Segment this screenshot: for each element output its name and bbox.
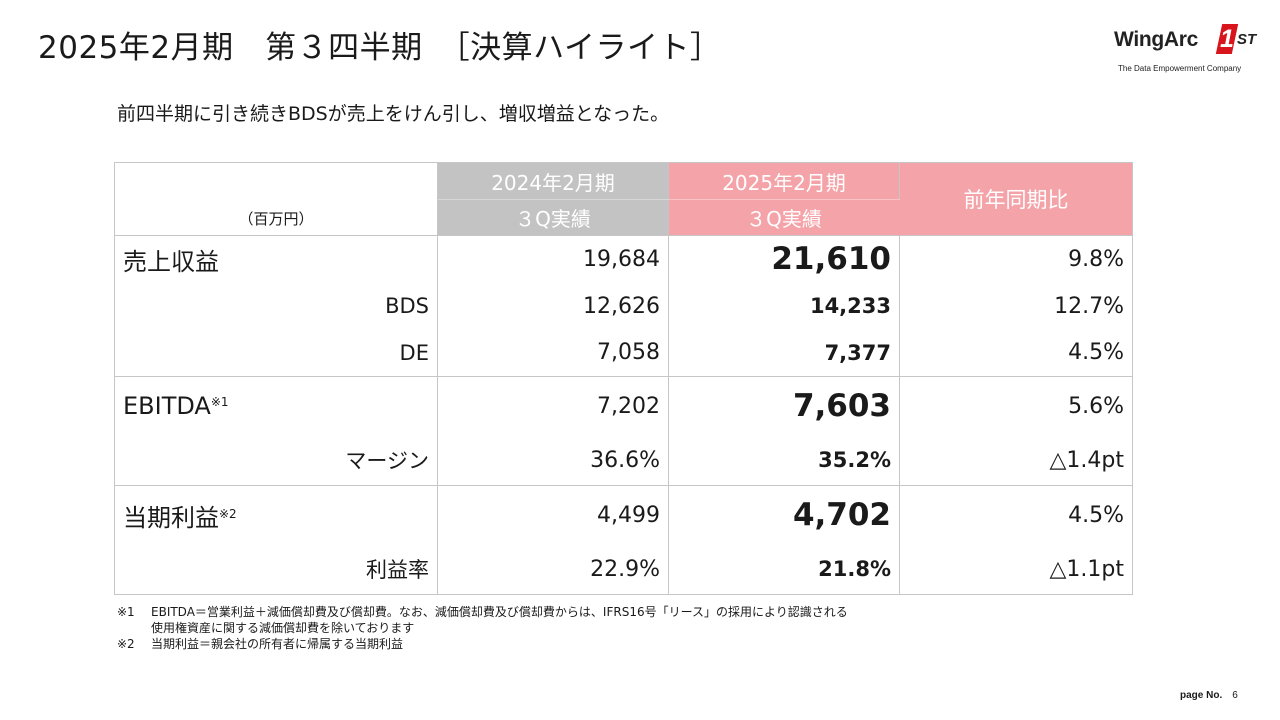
table-row: マージン 36.6% 35.2% △1.4pt	[114, 435, 1133, 486]
footnote-1-mark: ※1	[117, 605, 135, 619]
row-label-de: DE	[114, 329, 438, 377]
note-ref-2: ※2	[219, 506, 237, 521]
header-prev-period: 2024年2月期	[437, 162, 669, 200]
row-label-revenue: 売上収益	[114, 235, 438, 283]
footnote-1: ※1 EBITDA＝営業利益＋減価償却費及び償却費。なお、減価償却費及び償却費から…	[117, 604, 848, 620]
header-yoy: 前年同期比	[899, 162, 1133, 236]
table-row: 利益率 22.9% 21.8% △1.1pt	[114, 544, 1133, 595]
table-row: BDS 12,626 14,233 12.7%	[114, 282, 1133, 330]
logo-tagline: The Data Empowerment Company	[1118, 64, 1242, 73]
cell-prev: 7,202	[437, 376, 669, 436]
page-number-label: page No.	[1180, 690, 1223, 701]
net-income-label-text: 当期利益	[123, 503, 219, 532]
cell-prev: 12,626	[437, 282, 669, 330]
cell-prev: 4,499	[437, 485, 669, 545]
row-label-bds: BDS	[114, 282, 438, 330]
logo-wordmark: WingArc	[1114, 28, 1199, 51]
cell-curr: 35.2%	[668, 435, 900, 486]
header-prev-results: ３Q実績	[437, 199, 669, 236]
note-ref-1: ※1	[210, 395, 229, 410]
unit-label: （百万円）	[114, 162, 438, 236]
table-row: DE 7,058 7,377 4.5%	[114, 329, 1133, 377]
ebitda-label-text: EBITDA	[123, 392, 211, 421]
table-row: 当期利益※2 4,499 4,702 4.5%	[114, 485, 1133, 545]
cell-curr: 4,702	[668, 485, 900, 545]
footnote-2-text: 当期利益＝親会社の所有者に帰属する当期利益	[151, 637, 404, 651]
row-label-net-income: 当期利益※2	[114, 485, 438, 545]
cell-prev: 36.6%	[437, 435, 669, 486]
cell-prev: 19,684	[437, 235, 669, 283]
footnotes: ※1 EBITDA＝営業利益＋減価償却費及び償却費。なお、減価償却費及び償却費から…	[117, 604, 848, 652]
footnote-2-mark: ※2	[117, 637, 135, 651]
row-label-profit-rate: 利益率	[114, 544, 438, 595]
page-number: page No. 6	[1180, 690, 1238, 701]
financial-highlights-table: （百万円） 2024年2月期 2025年2月期 前年同期比 ３Q実績 ３Q実績 …	[114, 162, 1133, 595]
table-row: EBITDA※1 7,202 7,603 5.6%	[114, 376, 1133, 436]
cell-prev: 7,058	[437, 329, 669, 377]
logo-suffix: ST	[1237, 31, 1257, 48]
company-logo: WingArc 1 ST The Data Empowerment Compan…	[1100, 22, 1260, 78]
summary-text: 前四半期に引き続きBDSが売上をけん引し、増収増益となった。	[117, 103, 670, 125]
footnote-1-text: EBITDA＝営業利益＋減価償却費及び償却費。なお、減価償却費及び償却費からは、…	[151, 605, 848, 619]
header-curr-period: 2025年2月期	[668, 162, 900, 200]
cell-curr: 7,603	[668, 376, 900, 436]
cell-yoy: 4.5%	[899, 329, 1133, 377]
footnote-2: ※2 当期利益＝親会社の所有者に帰属する当期利益	[117, 636, 848, 652]
cell-curr: 14,233	[668, 282, 900, 330]
cell-yoy: △1.4pt	[899, 435, 1133, 486]
footnote-1-continuation: 使用権資産に関する減価償却費を除いております	[151, 621, 415, 635]
cell-prev: 22.9%	[437, 544, 669, 595]
logo-numeral: 1	[1220, 25, 1234, 53]
row-label-ebitda: EBITDA※1	[114, 376, 438, 436]
header-curr-results: ３Q実績	[668, 199, 900, 236]
table-row: 売上収益 19,684 21,610 9.8%	[114, 235, 1133, 283]
cell-curr: 21,610	[668, 235, 900, 283]
page-title: 2025年2月期 第３四半期 ［決算ハイライト］	[38, 30, 722, 66]
cell-yoy: 4.5%	[899, 485, 1133, 545]
cell-curr: 21.8%	[668, 544, 900, 595]
cell-yoy: △1.1pt	[899, 544, 1133, 595]
cell-yoy: 5.6%	[899, 376, 1133, 436]
row-label-margin: マージン	[114, 435, 438, 486]
page-number-value: 6	[1232, 690, 1238, 701]
cell-yoy: 12.7%	[899, 282, 1133, 330]
cell-yoy: 9.8%	[899, 235, 1133, 283]
cell-curr: 7,377	[668, 329, 900, 377]
